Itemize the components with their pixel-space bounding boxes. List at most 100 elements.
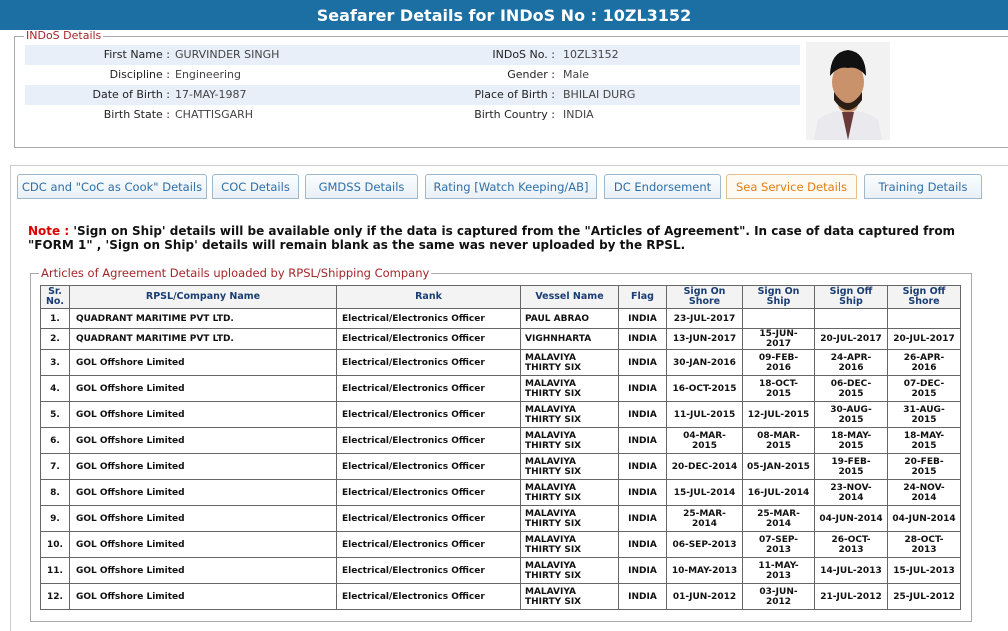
- table-cell: Electrical/Electronics Officer: [336, 308, 521, 329]
- table-cell: 24-NOV-2014: [887, 479, 961, 506]
- table-cell: MALAVIYA THIRTY SIX: [520, 531, 619, 558]
- field-value: 10ZL3152: [563, 48, 619, 61]
- table-cell: 26-OCT-2013: [814, 531, 888, 558]
- table-cell: MALAVIYA THIRTY SIX: [520, 557, 619, 584]
- data-row: 4. GOL Offshore Limited Electrical/Electro…: [40, 375, 961, 402]
- table-cell: GOL Offshore Limited: [69, 401, 337, 428]
- table-cell: MALAVIYA THIRTY SIX: [520, 479, 619, 506]
- table-cell: GOL Offshore Limited: [69, 583, 337, 610]
- articles-table: Sr. No. RPSL/Company Name Rank Vessel Name F…: [40, 285, 961, 610]
- table-cell: 03-JUN-2012: [742, 583, 815, 610]
- page-title: Seafarer Details for INDoS No : 10ZL3152: [0, 0, 1008, 30]
- table-cell: INDIA: [618, 557, 667, 584]
- table-cell: MALAVIYA THIRTY SIX: [520, 401, 619, 428]
- field-label: INDoS No. :: [492, 48, 555, 61]
- table-cell: 26-APR-2016: [887, 349, 961, 376]
- field-label: Birth Country :: [474, 108, 555, 121]
- field-value: BHILAI DURG: [563, 88, 636, 101]
- table-cell: Electrical/Electronics Officer: [336, 583, 521, 610]
- table-cell: Electrical/Electronics Officer: [336, 531, 521, 558]
- column-header: Sign On Ship: [742, 285, 815, 309]
- articles-legend: Articles of Agreement Details uploaded b…: [39, 266, 432, 280]
- table-cell: QUADRANT MARITIME PVT LTD.: [69, 308, 337, 329]
- table-cell: 1.: [40, 308, 70, 329]
- tab[interactable]: GMDSS Details: [305, 174, 418, 199]
- table-cell: MALAVIYA THIRTY SIX: [520, 505, 619, 532]
- table-cell: INDIA: [618, 375, 667, 402]
- table-cell: INDIA: [618, 583, 667, 610]
- table-cell: 30-AUG-2015: [814, 401, 888, 428]
- data-row: 1. QUADRANT MARITIME PVT LTD. Electrical/E…: [40, 308, 961, 329]
- table-cell: GOL Offshore Limited: [69, 505, 337, 532]
- tab[interactable]: CDC and "CoC as Cook" Details: [17, 174, 207, 199]
- table-cell: 30-JAN-2016: [666, 349, 743, 376]
- table-cell: Electrical/Electronics Officer: [336, 453, 521, 480]
- field-label: Place of Birth :: [474, 88, 555, 101]
- table-cell: 07-DEC-2015: [887, 375, 961, 402]
- table-cell: 12.: [40, 583, 70, 610]
- table-cell: Electrical/Electronics Officer: [336, 328, 521, 350]
- table-cell: 24-APR-2016: [814, 349, 888, 376]
- table-cell: GOL Offshore Limited: [69, 349, 337, 376]
- table-cell: PAUL ABRAO: [520, 308, 619, 329]
- table-cell: [814, 308, 888, 329]
- column-header: Flag: [618, 285, 667, 309]
- data-row: 7. GOL Offshore Limited Electrical/Electro…: [40, 453, 961, 480]
- tab[interactable]: Sea Service Details: [726, 174, 857, 199]
- column-header: RPSL/Company Name: [69, 285, 337, 309]
- table-cell: MALAVIYA THIRTY SIX: [520, 453, 619, 480]
- table-cell: 08-MAR-2015: [742, 427, 815, 454]
- table-cell: MALAVIYA THIRTY SIX: [520, 427, 619, 454]
- tab[interactable]: COC Details: [212, 174, 299, 199]
- note-text: 'Sign on Ship' details will be available…: [28, 224, 956, 252]
- table-cell: 20-JUL-2017: [814, 328, 888, 350]
- table-cell: 19-FEB-2015: [814, 453, 888, 480]
- table-cell: 20-FEB-2015: [887, 453, 961, 480]
- table-cell: MALAVIYA THIRTY SIX: [520, 349, 619, 376]
- table-cell: 5.: [40, 401, 70, 428]
- table-cell: INDIA: [618, 427, 667, 454]
- field-value: GURVINDER SINGH: [175, 48, 280, 61]
- table-cell: INDIA: [618, 349, 667, 376]
- table-cell: 18-MAY-2015: [887, 427, 961, 454]
- table-cell: MALAVIYA THIRTY SIX: [520, 375, 619, 402]
- table-cell: 2.: [40, 328, 70, 350]
- table-cell: GOL Offshore Limited: [69, 453, 337, 480]
- table-cell: GOL Offshore Limited: [69, 375, 337, 402]
- indos-fieldset: [14, 36, 1008, 148]
- photo: [806, 42, 890, 140]
- tab[interactable]: Rating [Watch Keeping/AB]: [425, 174, 597, 199]
- indos-legend: INDoS Details: [24, 29, 104, 42]
- column-header: Rank: [336, 285, 521, 309]
- articles-fieldset: [30, 273, 972, 622]
- data-row: 3. GOL Offshore Limited Electrical/Electro…: [40, 349, 961, 376]
- data-row: 2. QUADRANT MARITIME PVT LTD. Electrical/E…: [40, 328, 961, 350]
- table-cell: 18-OCT-2015: [742, 375, 815, 402]
- table-cell: 31-AUG-2015: [887, 401, 961, 428]
- tab[interactable]: Training Details: [864, 174, 982, 199]
- table-cell: Electrical/Electronics Officer: [336, 427, 521, 454]
- table-cell: QUADRANT MARITIME PVT LTD.: [69, 328, 337, 350]
- header-row: Sr. No. RPSL/Company Name Rank Vessel Name F…: [40, 285, 961, 309]
- table-cell: 05-JAN-2015: [742, 453, 815, 480]
- tab[interactable]: DC Endorsement: [604, 174, 721, 199]
- table-cell: INDIA: [618, 531, 667, 558]
- table-cell: GOL Offshore Limited: [69, 427, 337, 454]
- table-cell: INDIA: [618, 308, 667, 329]
- table-cell: Electrical/Electronics Officer: [336, 557, 521, 584]
- table-cell: 16-OCT-2015: [666, 375, 743, 402]
- table-cell: Electrical/Electronics Officer: [336, 375, 521, 402]
- data-row: 8. GOL Offshore Limited Electrical/Electro…: [40, 479, 961, 506]
- field-label: Birth State :: [103, 108, 170, 121]
- table-cell: INDIA: [618, 479, 667, 506]
- table-cell: Electrical/Electronics Officer: [336, 505, 521, 532]
- table-cell: MALAVIYA THIRTY SIX: [520, 583, 619, 610]
- table-cell: 04-JUN-2014: [814, 505, 888, 532]
- table-cell: 6.: [40, 427, 70, 454]
- table-cell: 12-JUL-2015: [742, 401, 815, 428]
- table-cell: INDIA: [618, 505, 667, 532]
- table-cell: 20-DEC-2014: [666, 453, 743, 480]
- table-cell: Electrical/Electronics Officer: [336, 479, 521, 506]
- table-cell: 4.: [40, 375, 70, 402]
- note-label: Note :: [28, 224, 70, 238]
